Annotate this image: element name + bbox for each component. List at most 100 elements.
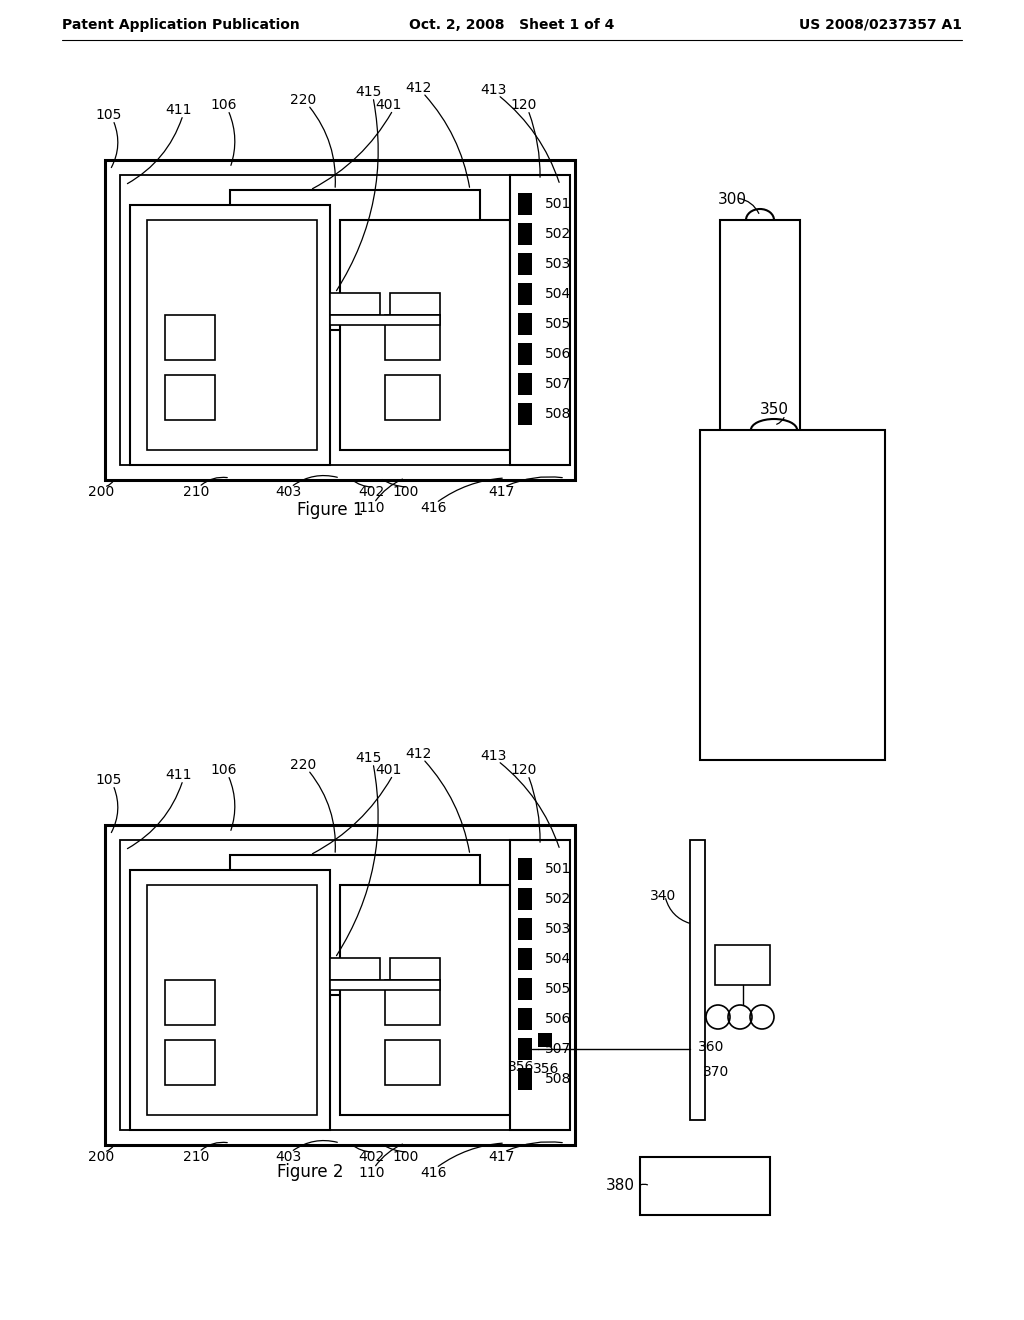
- Bar: [120, 176, 560, 465]
- Text: 415: 415: [355, 84, 381, 99]
- Text: 105: 105: [95, 108, 122, 121]
- Text: 110: 110: [358, 502, 384, 515]
- Bar: [165, 979, 215, 1026]
- Bar: [165, 315, 215, 360]
- Bar: [147, 884, 317, 1115]
- Bar: [700, 430, 885, 760]
- Bar: [518, 374, 532, 395]
- Text: US 2008/0237357 A1: US 2008/0237357 A1: [799, 18, 962, 32]
- Bar: [518, 948, 532, 970]
- Text: 106: 106: [210, 763, 237, 777]
- Text: 504: 504: [545, 286, 571, 301]
- Text: 350: 350: [760, 403, 790, 417]
- Text: 507: 507: [545, 1041, 571, 1056]
- Text: Figure 1: Figure 1: [297, 502, 364, 519]
- Bar: [105, 160, 575, 480]
- Text: 415: 415: [355, 751, 381, 766]
- Bar: [518, 888, 532, 909]
- Bar: [510, 176, 570, 465]
- Bar: [330, 293, 380, 315]
- Text: 120: 120: [510, 763, 537, 777]
- Bar: [518, 313, 532, 335]
- Text: 340: 340: [650, 888, 676, 903]
- Bar: [385, 375, 440, 420]
- Text: 416: 416: [420, 1166, 446, 1180]
- Bar: [230, 855, 480, 995]
- Bar: [390, 293, 440, 315]
- Bar: [518, 223, 532, 246]
- Bar: [330, 958, 380, 979]
- Bar: [510, 840, 570, 1130]
- Bar: [518, 858, 532, 880]
- Text: Oct. 2, 2008   Sheet 1 of 4: Oct. 2, 2008 Sheet 1 of 4: [410, 18, 614, 32]
- Text: 110: 110: [358, 1166, 384, 1180]
- Bar: [130, 205, 330, 465]
- Text: 505: 505: [545, 982, 571, 997]
- Bar: [715, 945, 770, 985]
- Text: 380: 380: [606, 1179, 635, 1193]
- Text: 106: 106: [210, 98, 237, 112]
- Bar: [330, 315, 440, 325]
- Bar: [518, 1068, 532, 1090]
- Bar: [340, 884, 510, 1115]
- Bar: [385, 1040, 440, 1085]
- Bar: [518, 1008, 532, 1030]
- Text: 503: 503: [545, 257, 571, 271]
- Bar: [120, 840, 560, 1130]
- Bar: [147, 220, 317, 450]
- Bar: [165, 1040, 215, 1085]
- Text: 504: 504: [545, 952, 571, 966]
- Text: 105: 105: [95, 774, 122, 787]
- Bar: [518, 253, 532, 275]
- Text: 220: 220: [290, 758, 316, 772]
- Bar: [720, 220, 800, 450]
- Text: 120: 120: [510, 98, 537, 112]
- Bar: [165, 375, 215, 420]
- Text: 402: 402: [358, 1150, 384, 1164]
- Text: 356: 356: [508, 1060, 535, 1074]
- Text: 501: 501: [545, 197, 571, 211]
- Text: 402: 402: [358, 484, 384, 499]
- Text: 401: 401: [375, 763, 401, 777]
- Bar: [385, 979, 440, 1026]
- Text: 505: 505: [545, 317, 571, 331]
- Bar: [390, 958, 440, 979]
- Bar: [130, 870, 330, 1130]
- Text: 503: 503: [545, 921, 571, 936]
- Bar: [518, 343, 532, 366]
- Text: 501: 501: [545, 862, 571, 876]
- Text: 417: 417: [488, 484, 514, 499]
- Bar: [330, 979, 440, 990]
- Text: Patent Application Publication: Patent Application Publication: [62, 18, 300, 32]
- Text: 200: 200: [88, 1150, 115, 1164]
- Text: 356: 356: [534, 1063, 559, 1076]
- Text: 200: 200: [88, 484, 115, 499]
- Bar: [518, 282, 532, 305]
- Text: 506: 506: [545, 1012, 571, 1026]
- Text: Figure 2: Figure 2: [276, 1163, 343, 1181]
- Text: 507: 507: [545, 378, 571, 391]
- Bar: [105, 825, 575, 1144]
- Bar: [230, 190, 480, 330]
- Text: 403: 403: [275, 484, 301, 499]
- Text: 417: 417: [488, 1150, 514, 1164]
- Text: 100: 100: [392, 484, 419, 499]
- Text: 412: 412: [406, 747, 431, 762]
- Text: 508: 508: [545, 407, 571, 421]
- Text: 413: 413: [480, 748, 507, 763]
- Text: 210: 210: [183, 1150, 209, 1164]
- Text: 502: 502: [545, 227, 571, 242]
- Text: 502: 502: [545, 892, 571, 906]
- Text: 506: 506: [545, 347, 571, 360]
- Bar: [518, 403, 532, 425]
- Bar: [518, 193, 532, 215]
- Text: 416: 416: [420, 502, 446, 515]
- Bar: [518, 1038, 532, 1060]
- Bar: [340, 220, 510, 450]
- Bar: [518, 978, 532, 1001]
- Text: 401: 401: [375, 98, 401, 112]
- Text: 412: 412: [406, 81, 431, 95]
- Text: 360: 360: [698, 1040, 724, 1053]
- Text: 100: 100: [392, 1150, 419, 1164]
- Bar: [385, 315, 440, 360]
